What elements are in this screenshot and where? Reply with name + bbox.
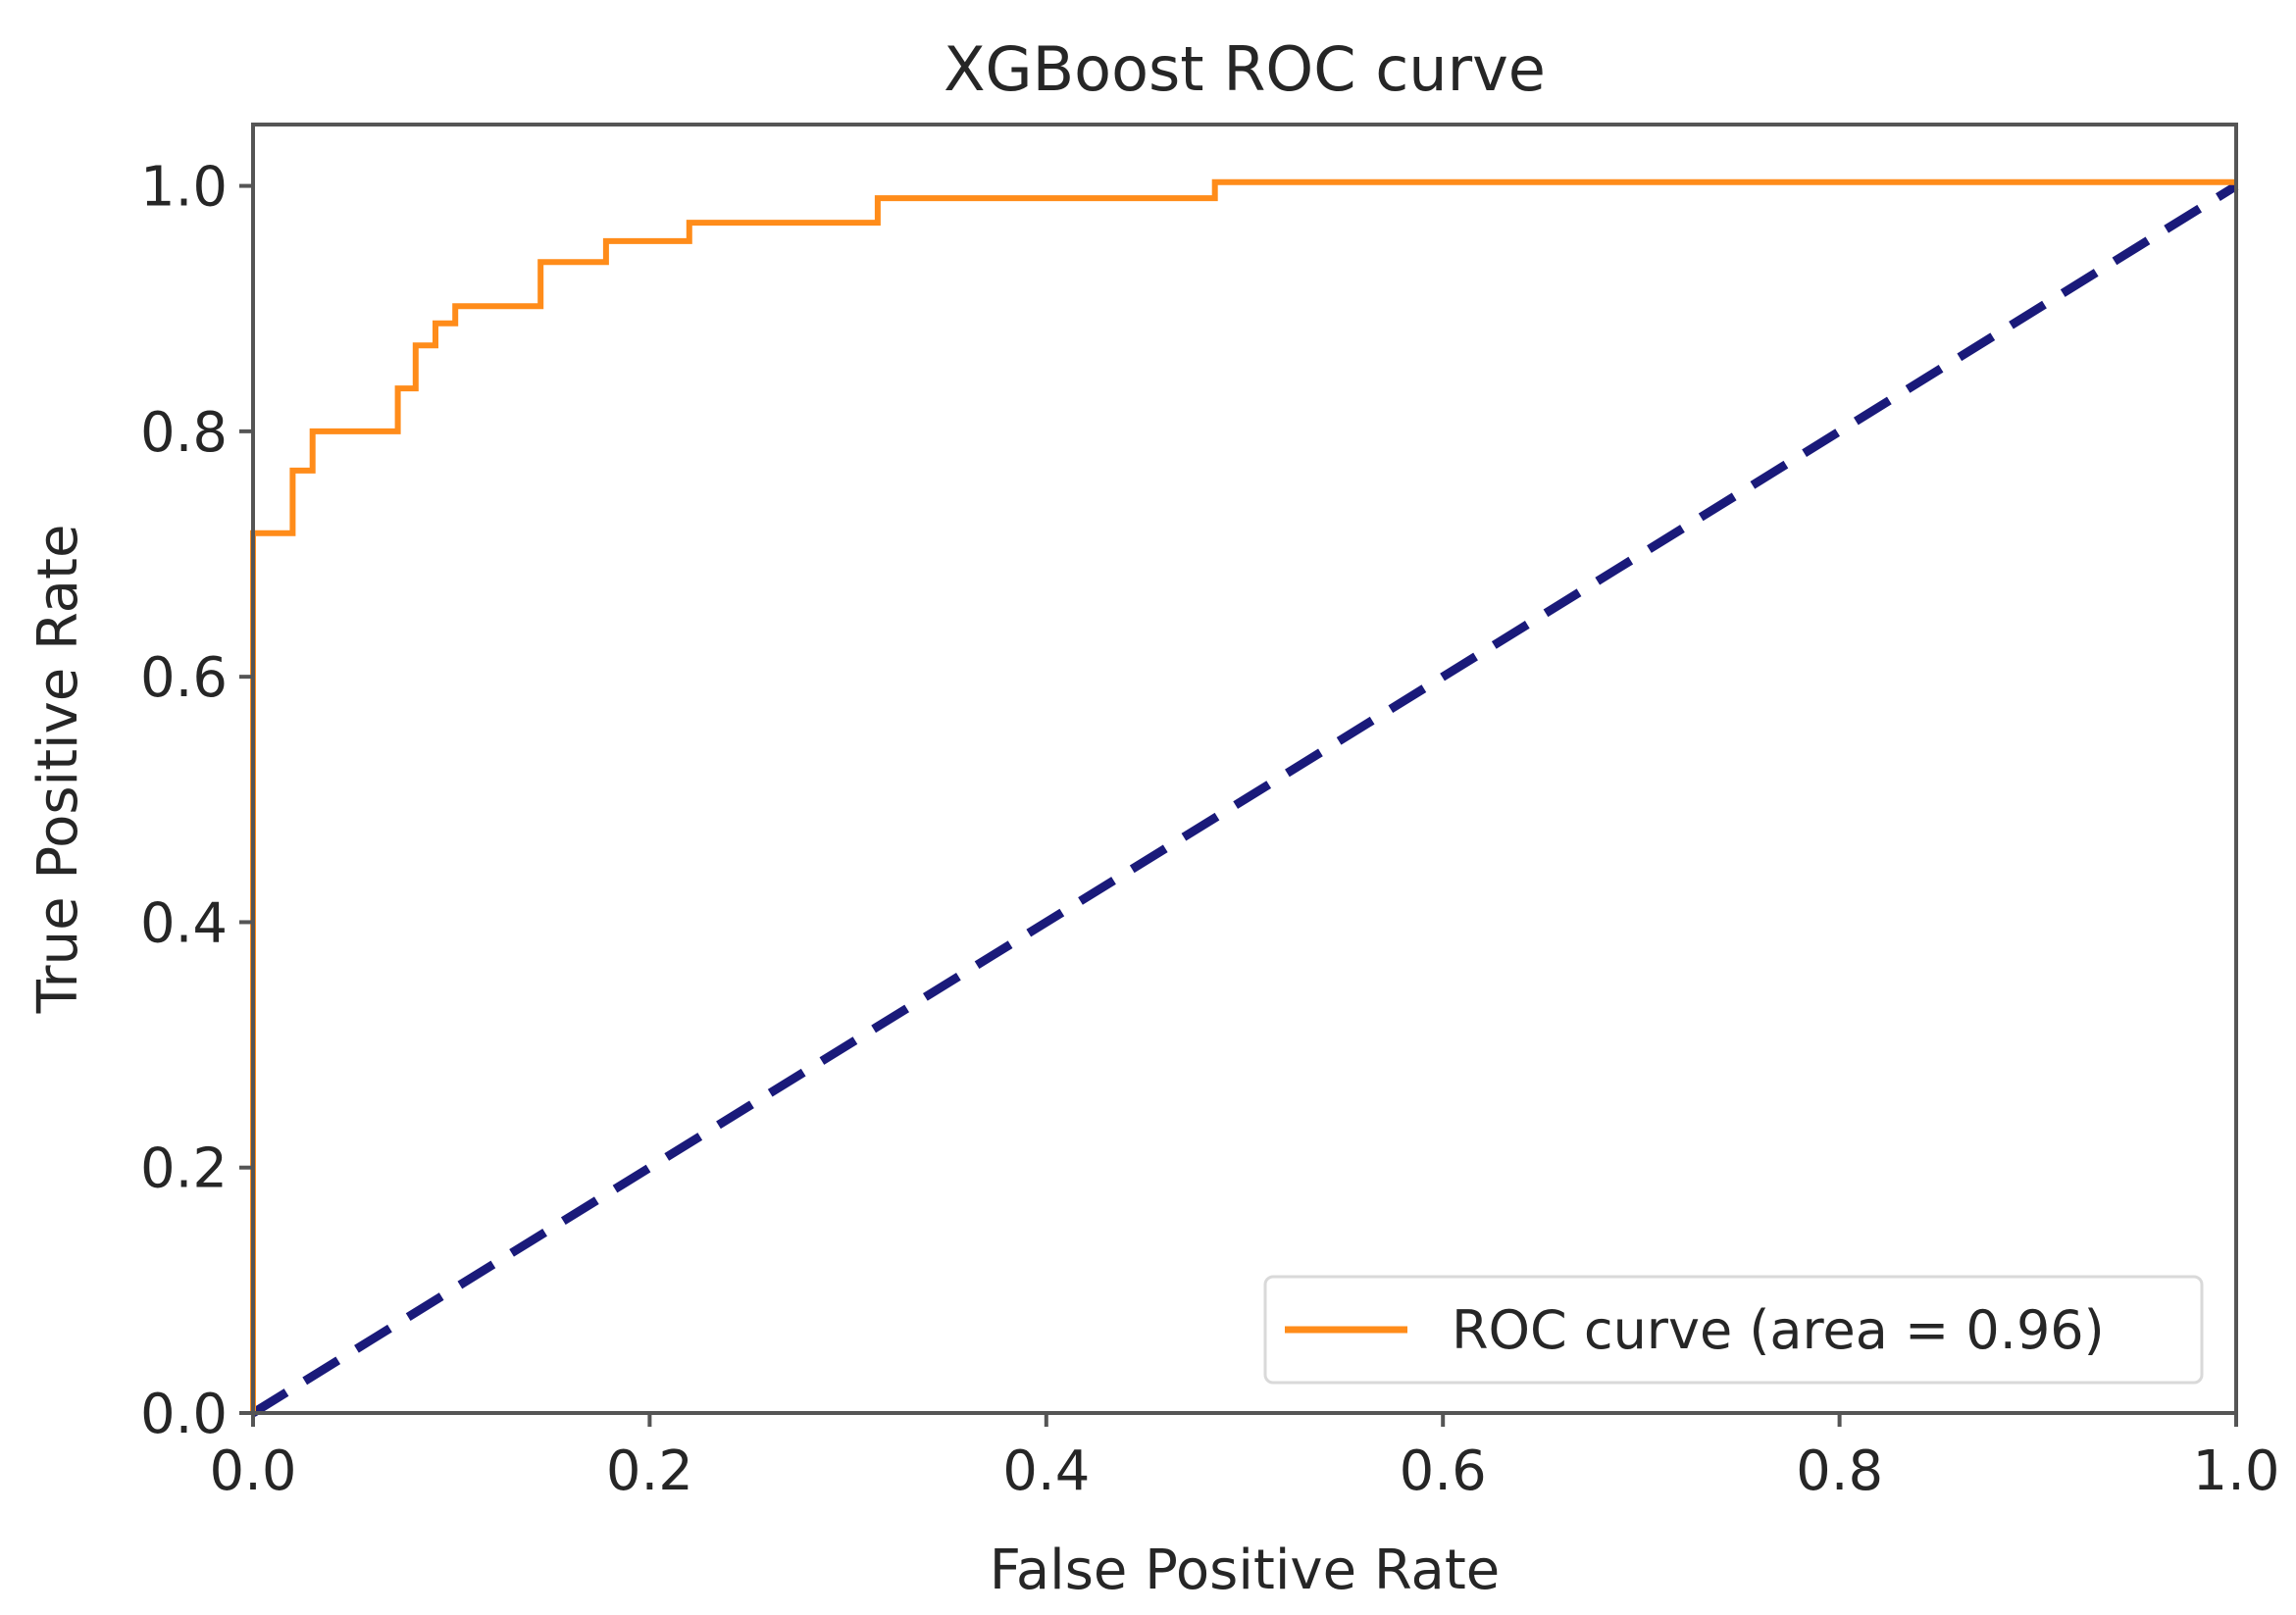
y-tick-label: 0.8 [140,401,228,465]
x-tick-label: 0.4 [1002,1439,1090,1503]
chart-title: XGBoost ROC curve [944,33,1546,105]
y-axis-ticks: 0.0 0.2 0.4 0.6 0.8 1.0 [140,156,253,1446]
x-tick-label: 0.6 [1400,1439,1487,1503]
x-axis-ticks: 0.0 0.2 0.4 0.6 0.8 1.0 [209,1413,2280,1503]
x-tick-label: 0.2 [606,1439,693,1503]
y-tick-label: 0.6 [140,646,228,710]
axes-frame [251,123,2238,1415]
curves [250,178,2239,1417]
roc-curve-line [250,178,2236,1413]
chance-diagonal-line [250,181,2239,1417]
y-tick-label: 1.0 [140,156,228,220]
y-tick-label: 0.2 [140,1137,228,1201]
y-tick-label: 0.0 [140,1383,228,1446]
plot-area [250,123,2239,1417]
y-tick-label: 0.4 [140,891,228,955]
legend: ROC curve (area = 0.96) [1263,1275,2204,1385]
y-axis-label: True Positive Rate [26,525,90,1015]
x-tick-label: 0.8 [1796,1439,1883,1503]
legend-box [1263,1275,2204,1385]
x-axis-label: False Positive Rate [990,1539,1500,1602]
x-tick-label: 1.0 [2192,1439,2279,1503]
legend-label-roc-curve: ROC curve (area = 0.96) [1452,1299,2105,1361]
x-tick-label: 0.0 [209,1439,296,1503]
